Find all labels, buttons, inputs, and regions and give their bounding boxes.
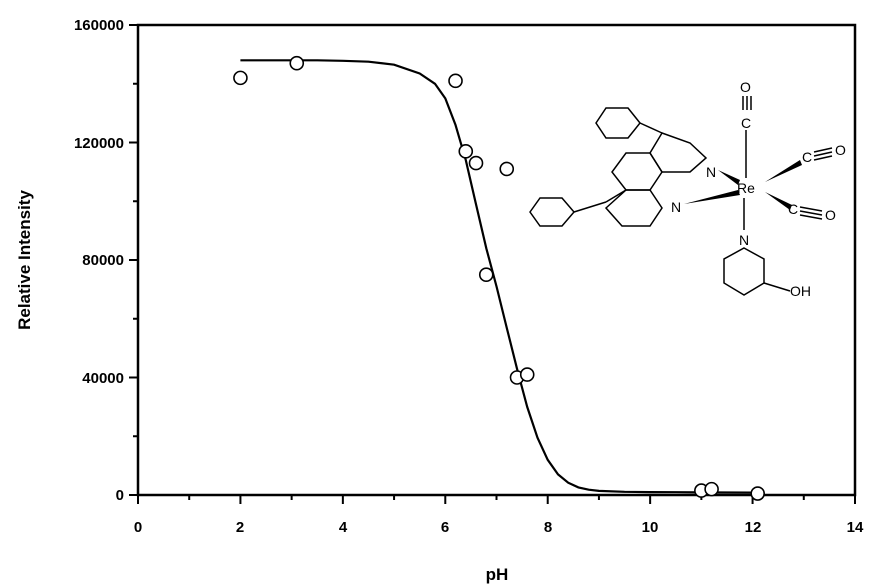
atom-o-eq1: O <box>835 142 846 158</box>
y-tick-label: 80000 <box>82 252 124 269</box>
x-tick-label: 2 <box>236 519 244 536</box>
atom-n-lower: N <box>671 199 681 215</box>
data-point <box>519 367 535 382</box>
phenyl-ring-top <box>595 107 641 139</box>
y-tick-label: 160000 <box>74 17 124 34</box>
plot-frame <box>136 23 857 497</box>
axis-ticks <box>129 24 856 504</box>
x-tick-label: 14 <box>847 519 864 536</box>
x-tick-label: 12 <box>745 519 762 536</box>
data-point <box>750 486 765 501</box>
data-point <box>448 73 463 89</box>
pyridine-ring <box>723 247 765 296</box>
atom-rhenium: Re <box>737 180 755 196</box>
molecular-structure: N N Re C O C O C O N OH <box>529 79 846 299</box>
x-tick-label: 10 <box>642 519 659 536</box>
data-point <box>458 144 474 159</box>
data-point <box>468 155 484 171</box>
y-tick-label: 120000 <box>74 135 124 152</box>
phen-ring-central <box>611 152 663 191</box>
data-point <box>499 161 515 177</box>
x-tick-label: 8 <box>544 519 552 536</box>
y-axis-title: Relative Intensity <box>15 190 34 330</box>
atom-c-eq2: C <box>788 201 798 217</box>
x-axis-title: pH <box>486 565 509 584</box>
atom-c-axial: C <box>741 115 751 131</box>
y-tick-label: 40000 <box>82 370 124 387</box>
x-tick-label: 0 <box>134 519 142 536</box>
y-tick-labels: 0 40000 80000 120000 160000 <box>74 17 124 504</box>
x-tick-labels: 0 2 4 6 8 10 12 14 <box>134 519 864 536</box>
data-points <box>233 55 765 501</box>
atom-o-axial: O <box>740 79 751 95</box>
atom-c-eq1: C <box>802 149 812 165</box>
atom-o-eq2: O <box>825 207 836 223</box>
phen-ring-lower <box>604 189 663 227</box>
data-point <box>289 55 305 71</box>
data-point <box>478 267 494 282</box>
fit-line <box>240 59 753 494</box>
data-point <box>233 70 248 86</box>
phenyl-ring-bottom <box>529 197 575 227</box>
y-tick-label: 0 <box>116 487 124 504</box>
x-tick-label: 6 <box>441 519 449 536</box>
atom-n-pyridine: N <box>739 232 749 248</box>
atom-hydroxyl: OH <box>790 283 811 299</box>
data-point <box>704 481 719 497</box>
x-tick-label: 4 <box>339 519 348 536</box>
atom-n-upper: N <box>706 164 716 180</box>
